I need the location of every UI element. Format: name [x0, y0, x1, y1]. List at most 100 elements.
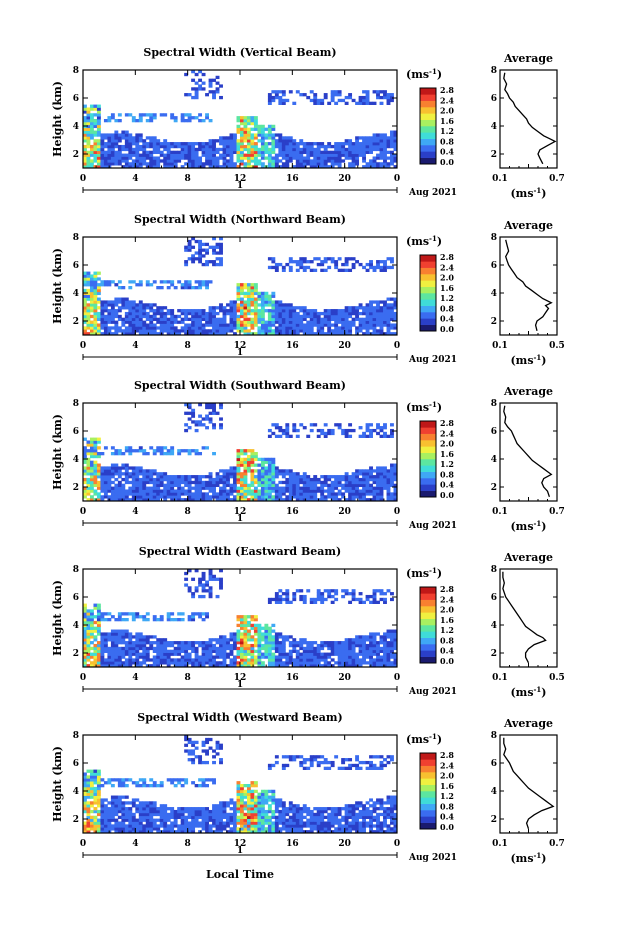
- heatmap-cell: [100, 139, 105, 143]
- heatmap-cell: [208, 280, 213, 284]
- heatmap-cell: [236, 159, 241, 163]
- heatmap-cell: [240, 495, 244, 499]
- heatmap-cell: [264, 329, 269, 333]
- heatmap-cell: [250, 165, 255, 169]
- heatmap-cell: [194, 142, 199, 146]
- heatmap-cell: [295, 90, 300, 94]
- heatmap-cell: [376, 466, 380, 470]
- heatmap-cell: [163, 329, 168, 333]
- heatmap-cell: [194, 498, 199, 502]
- heatmap-cell: [288, 260, 293, 264]
- heatmap-cell: [250, 139, 255, 143]
- heatmap-cell: [274, 262, 279, 267]
- heatmap-cell: [149, 472, 154, 476]
- heatmap-cell: [362, 489, 366, 493]
- heatmap-cell: [222, 309, 227, 313]
- colorbar-swatch: [420, 459, 436, 466]
- heatmap-cell: [187, 323, 192, 327]
- heatmap-cell: [285, 469, 290, 473]
- heatmap-cell: [369, 260, 373, 264]
- heatmap-cell: [96, 283, 101, 287]
- heatmap-cell: [93, 113, 98, 117]
- heatmap-cell: [93, 466, 98, 470]
- heatmap-cell: [383, 156, 387, 160]
- heatmap-cell: [219, 498, 223, 502]
- colorbar-tick-label: 1.6: [440, 615, 454, 625]
- heatmap-cell: [83, 775, 87, 779]
- heatmap-cell: [145, 477, 150, 482]
- heatmap-cell: [159, 326, 164, 330]
- heatmap-cell: [365, 472, 370, 476]
- heatmap-cell: [278, 323, 283, 327]
- heatmap-cell: [117, 314, 122, 319]
- heatmap-cell: [281, 142, 286, 146]
- heatmap-cell: [107, 475, 112, 479]
- heatmap-cell: [348, 480, 353, 485]
- heatmap-cell: [83, 486, 87, 490]
- heatmap-cell: [372, 664, 377, 668]
- heatmap-cell: [351, 162, 356, 166]
- heatmap-cell: [107, 655, 112, 659]
- heatmap-cell: [138, 635, 143, 639]
- heatmap-cell: [89, 306, 94, 310]
- heatmap-cell: [128, 649, 133, 653]
- heatmap-cell: [121, 489, 126, 493]
- heatmap-cell: [337, 658, 342, 662]
- heatmap-cell: [212, 577, 216, 581]
- heatmap-cell: [187, 426, 192, 430]
- heatmap-cell: [219, 492, 223, 496]
- heatmap-cell: [379, 329, 384, 333]
- heatmap-cell: [194, 309, 199, 313]
- heatmap-cell: [166, 147, 171, 152]
- heatmap-cell: [205, 93, 209, 97]
- heatmap-cell: [138, 314, 143, 319]
- heatmap-cell: [386, 303, 391, 307]
- heatmap-cell: [152, 489, 157, 493]
- heatmap-cell: [89, 329, 94, 333]
- heatmap-cell: [246, 466, 251, 470]
- heatmap-cell: [330, 309, 335, 313]
- heatmap-cell: [302, 159, 307, 163]
- heatmap-cell: [253, 618, 258, 622]
- heatmap-cell: [89, 121, 94, 126]
- heatmap-cell: [177, 641, 182, 645]
- heatmap-cell: [383, 323, 387, 327]
- heatmap-cell: [386, 643, 391, 648]
- heatmap-cell: [271, 165, 276, 169]
- heatmap-cell: [267, 643, 272, 648]
- heatmap-cell: [198, 248, 203, 252]
- heatmap-cell: [201, 586, 206, 590]
- heatmap-cell: [383, 635, 387, 639]
- heatmap-cell: [201, 577, 206, 581]
- heatmap-cell: [93, 306, 98, 310]
- heatmap-cell: [327, 655, 332, 659]
- heatmap-cell: [246, 658, 251, 662]
- heatmap-cell: [313, 165, 318, 169]
- heatmap-cell: [166, 641, 171, 645]
- heatmap-cell: [243, 147, 248, 152]
- colorbar-tick-label: 0.4: [440, 646, 454, 656]
- heatmap-cell: [379, 469, 384, 473]
- heatmap-cell: [302, 265, 307, 270]
- heatmap-cell: [236, 623, 241, 628]
- heatmap-cell: [295, 332, 300, 336]
- heatmap-cell: [236, 635, 241, 639]
- heatmap-cell: [187, 280, 192, 284]
- heatmap-cell: [110, 116, 115, 120]
- heatmap-cell: [386, 317, 391, 321]
- heatmap-cell: [86, 283, 91, 287]
- heatmap-cell: [243, 286, 248, 290]
- heatmap-cell: [229, 306, 234, 310]
- heatmap-cell: [313, 309, 318, 313]
- heatmap-cell: [327, 332, 332, 336]
- heatmap-cell: [348, 592, 353, 596]
- heatmap-cell: [309, 326, 314, 330]
- heatmap-cell: [379, 426, 384, 430]
- heatmap-cell: [86, 615, 91, 619]
- heatmap-cell: [201, 475, 206, 479]
- heatmap-cell: [246, 119, 251, 123]
- heatmap-cell: [198, 420, 203, 424]
- heatmap-cell: [341, 475, 346, 479]
- heatmap-cell: [383, 311, 387, 316]
- heatmap-cell: [205, 405, 209, 410]
